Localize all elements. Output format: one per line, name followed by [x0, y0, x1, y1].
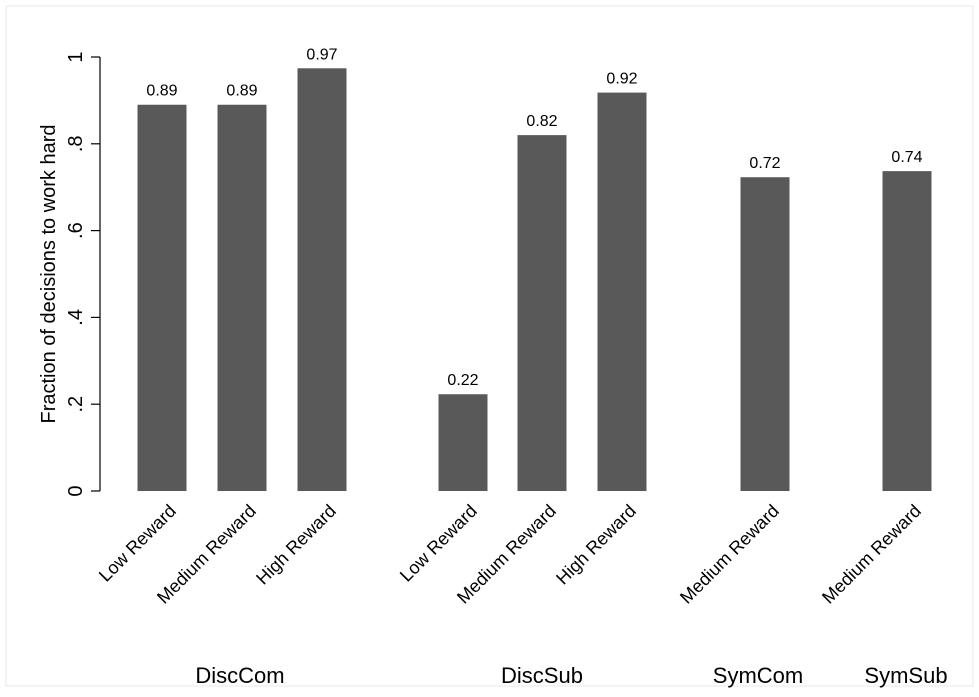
data-label-symsub-0: 0.74 [891, 149, 922, 166]
y-tick-label-1: .2 [65, 396, 87, 413]
y-ticks-layer: 0 .2 .4 .6 .8 1 [65, 51, 100, 497]
y-tick-label-3: .6 [65, 222, 87, 239]
bar-discsub-0 [438, 394, 488, 491]
bar-disccom-1 [217, 104, 267, 492]
bars-layer [137, 68, 932, 492]
data-labels-layer: 0.89 0.89 0.97 0.22 0.82 0.92 0.72 0.74 [146, 46, 922, 389]
y-tick-label-2: .4 [65, 309, 87, 326]
data-label-disccom-1: 0.89 [226, 83, 257, 100]
y-tick-label-4: .8 [65, 135, 87, 152]
y-tick-label-5: 1 [65, 51, 87, 62]
y-tick-label-0: 0 [65, 485, 87, 496]
bar-symcom-0 [740, 177, 790, 491]
group-label-discsub: DiscSub [501, 663, 583, 688]
data-label-disccom-0: 0.89 [146, 83, 177, 100]
group-label-symsub: SymSub [864, 663, 947, 688]
bar-discsub-1 [517, 135, 567, 491]
group-label-disccom: DiscCom [195, 663, 284, 688]
bar-disccom-2 [297, 68, 347, 491]
bar-discsub-2 [597, 92, 647, 491]
group-label-symcom: SymCom [713, 663, 803, 688]
data-label-symcom-0: 0.72 [749, 155, 780, 172]
bar-disccom-0 [137, 104, 187, 492]
y-axis-title: Fraction of decisions to work hard [38, 124, 60, 423]
data-label-discsub-2: 0.92 [606, 71, 637, 88]
bar-symsub-0 [882, 171, 932, 491]
group-labels-layer: DiscCom DiscSub SymCom SymSub [195, 663, 947, 688]
data-label-discsub-1: 0.82 [526, 113, 557, 130]
data-label-discsub-0: 0.22 [447, 372, 478, 389]
data-label-disccom-2: 0.97 [306, 46, 337, 63]
